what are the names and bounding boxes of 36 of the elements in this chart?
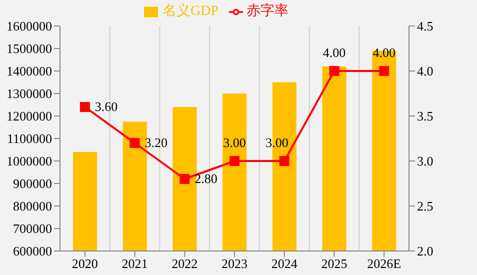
- point: [379, 66, 390, 76]
- data-label: 4.00: [322, 45, 346, 60]
- legend-label: 名义GDP: [162, 4, 218, 19]
- y2-tick-label: 3.5: [417, 108, 434, 124]
- y-tick-label: 1000000: [6, 154, 52, 169]
- x-tick-label: 2021: [122, 256, 148, 272]
- y-tick-label: 800000: [13, 198, 52, 214]
- y-tick-label: 1200000: [6, 108, 52, 124]
- data-label: 3.00: [223, 135, 246, 150]
- y-tick-label: 1400000: [6, 64, 52, 79]
- y2-tick-label: 2.0: [417, 244, 434, 259]
- y-tick-label: 600000: [13, 244, 52, 259]
- x-tick-label: 2026E: [367, 256, 402, 272]
- y2-tick-label: 3.0: [417, 154, 434, 169]
- y-tick-label: 700000: [13, 221, 52, 236]
- y2-tick-label: 4.5: [417, 18, 434, 34]
- y-tick-label: 1300000: [6, 86, 52, 102]
- x-tick-label: 2023: [222, 256, 248, 272]
- x-tick-label: 2024: [271, 256, 298, 272]
- y-tick-label: 1100000: [6, 131, 52, 146]
- y2-tick-label: 2.5: [417, 198, 434, 214]
- y-tick-label: 1600000: [6, 18, 52, 34]
- legend-label: 赤字率: [246, 4, 288, 19]
- point: [130, 138, 140, 148]
- point: [80, 102, 90, 112]
- y2-tick-label: 4.0: [417, 64, 434, 79]
- x-tick-label: 2022: [172, 256, 198, 272]
- point: [329, 66, 340, 76]
- data-label: 3.60: [94, 99, 118, 114]
- point: [180, 174, 190, 184]
- x-tick-label: 2020: [72, 256, 98, 272]
- y-tick-label: 1500000: [6, 41, 52, 56]
- point: [279, 156, 290, 166]
- point: [230, 156, 240, 166]
- y-tick-label: 900000: [13, 176, 52, 192]
- x-tick-label: 2025: [321, 256, 348, 272]
